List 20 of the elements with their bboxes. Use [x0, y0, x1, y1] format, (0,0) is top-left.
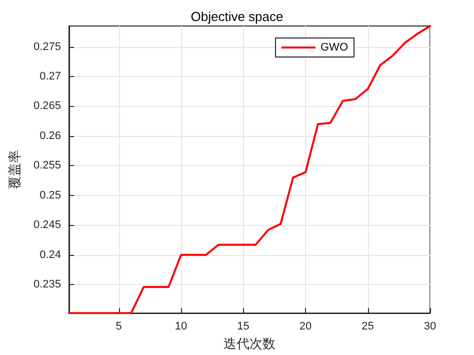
- y-tick-label: 0.275: [33, 40, 61, 53]
- x-tick-label: 25: [362, 320, 374, 333]
- y-axis-title: 覆盖率: [7, 150, 22, 190]
- y-tick-label: 0.25: [40, 189, 61, 202]
- y-tick-label: 0.245: [33, 219, 61, 232]
- y-tick-label: 0.255: [33, 160, 61, 172]
- x-tick-label: 10: [174, 320, 188, 333]
- y-tick-label: 0.235: [33, 278, 61, 291]
- y-tick-label: 0.27: [40, 70, 61, 83]
- x-tick-label: 30: [424, 320, 436, 333]
- legend-label: GWO: [320, 42, 348, 54]
- line-series: [68, 25, 431, 314]
- x-axis-title: 迭代次数: [224, 336, 276, 351]
- x-tick-label: 15: [237, 320, 250, 333]
- y-tick-label: 0.265: [33, 100, 61, 112]
- y-tick-label: 0.26: [40, 130, 61, 142]
- x-tick-label: 20: [299, 320, 312, 333]
- x-tick-label: 5: [116, 320, 122, 333]
- y-tick-label: 0.24: [40, 248, 61, 261]
- chart-title: Objective space: [190, 9, 284, 24]
